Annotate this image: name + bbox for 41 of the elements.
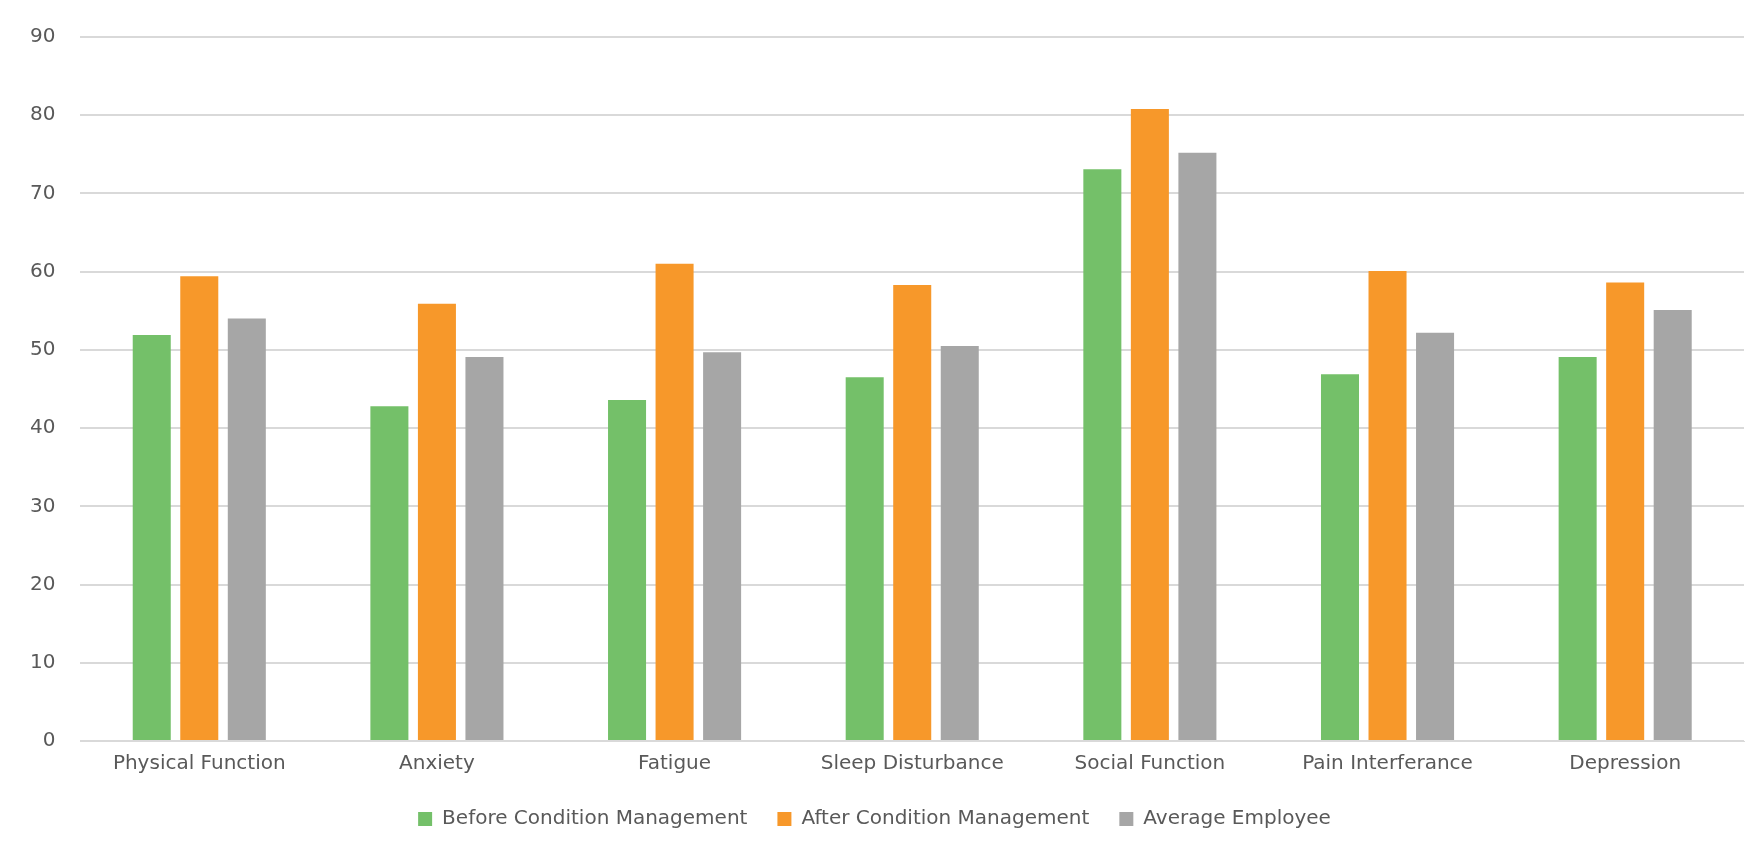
bar xyxy=(465,356,504,740)
x-tick-label: Physical Function xyxy=(112,750,286,775)
bar xyxy=(1320,374,1360,740)
bar xyxy=(370,406,409,740)
y-tick-label: 60 xyxy=(30,257,56,282)
bar xyxy=(417,303,456,740)
bar xyxy=(1083,169,1122,740)
bar xyxy=(608,399,647,740)
bar xyxy=(940,345,979,740)
y-tick-label: 20 xyxy=(30,570,56,595)
y-tick-label: 50 xyxy=(30,336,56,361)
bar xyxy=(1653,310,1692,740)
bar xyxy=(227,318,266,740)
y-tick-label: 40 xyxy=(30,414,56,439)
bar xyxy=(655,263,694,740)
bar xyxy=(1416,332,1455,740)
bar xyxy=(1606,282,1645,740)
bar xyxy=(845,377,884,740)
bar xyxy=(703,352,742,740)
y-tick-label: 30 xyxy=(30,492,56,517)
x-tick-label: Fatigue xyxy=(638,750,712,775)
bar xyxy=(1178,152,1217,740)
y-tick-label: 90 xyxy=(30,23,56,48)
legend-label: Average Employee xyxy=(1143,805,1331,830)
bar xyxy=(132,335,171,740)
y-tick-label: 0 xyxy=(42,727,56,752)
x-tick-label: Social Function xyxy=(1074,750,1226,775)
x-tick-label: Depression xyxy=(1569,750,1682,775)
x-tick-label: Pain Interferance xyxy=(1302,750,1473,775)
bar xyxy=(1368,270,1407,740)
bar xyxy=(1558,356,1597,740)
bar xyxy=(1130,108,1169,740)
bar xyxy=(893,284,932,740)
y-tick-label: 10 xyxy=(30,648,56,673)
legend-label: After Condition Management xyxy=(801,805,1090,830)
legend-label: Before Condition Management xyxy=(442,805,748,830)
x-tick-label: Anxiety xyxy=(399,750,475,775)
bar xyxy=(180,276,219,740)
y-tick-label: 70 xyxy=(30,179,56,204)
y-tick-label: 80 xyxy=(30,101,56,126)
x-tick-label: Sleep Disturbance xyxy=(820,750,1004,775)
